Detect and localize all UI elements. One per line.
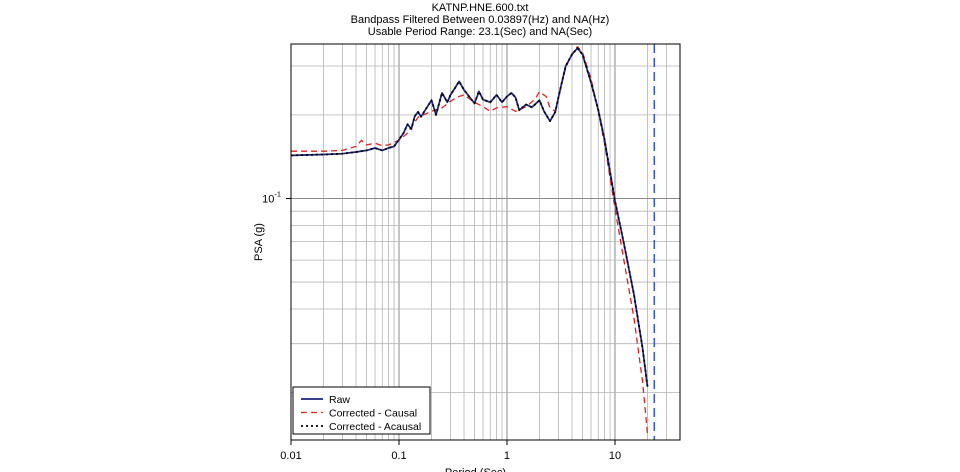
x-tick-label: 10 <box>609 450 621 462</box>
tick-layer: 0.01 0.1 1 10 10-1 <box>262 189 621 462</box>
x-tick-label: 1 <box>504 450 510 462</box>
legend-label-1: Corrected - Causal <box>329 408 417 420</box>
axis-label-layer: Period (Sec) PSA (g) <box>253 223 506 472</box>
chart-title: KATNP.HNE.600.txt <box>431 2 529 14</box>
legend-label-2: Corrected - Acausal <box>329 421 421 433</box>
y-axis-label: PSA (g) <box>253 223 265 261</box>
x-tick-label: 0.01 <box>280 450 301 462</box>
series-line-1 <box>291 46 649 434</box>
x-axis-label: Period (Sec) <box>445 467 506 472</box>
legend-label-0: Raw <box>329 394 350 406</box>
x-tick-label: 0.1 <box>391 450 406 462</box>
legend-box <box>292 386 431 435</box>
chart-subtitle-2: Usable Period Range: 23.1(Sec) and NA(Se… <box>367 26 593 38</box>
series-line-2 <box>290 47 649 387</box>
series-layer <box>290 46 649 434</box>
chart-subtitle-1: Bandpass Filtered Between 0.03897(Hz) an… <box>350 14 610 26</box>
grid-layer <box>290 44 681 440</box>
title-block: KATNP.HNE.600.txt Bandpass Filtered Betw… <box>0 2 960 38</box>
plot-frame <box>290 43 681 441</box>
y-tick-label: 10-1 <box>262 189 281 205</box>
